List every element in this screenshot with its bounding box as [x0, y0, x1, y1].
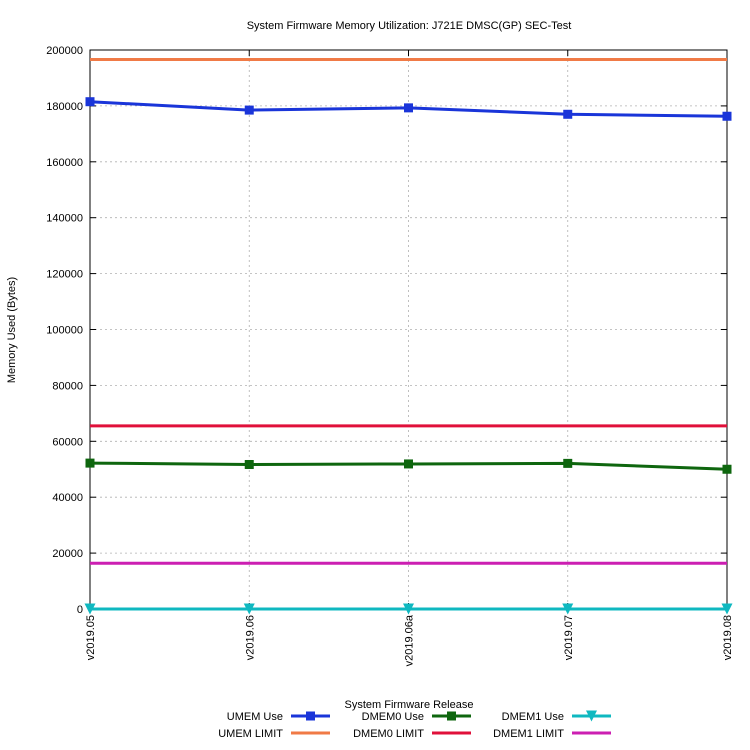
legend-item: DMEM1 Use: [502, 710, 611, 723]
data-point-marker: [84, 603, 96, 615]
x-tick-label: v2019.06a: [404, 614, 416, 666]
data-point-marker: [244, 105, 254, 115]
y-tick-label: 140000: [46, 213, 83, 225]
data-point-marker: [722, 464, 732, 474]
x-tick-label: v2019.06: [244, 615, 256, 660]
series-umem-use: [85, 97, 732, 121]
data-point-marker: [563, 458, 573, 468]
legend-label: DMEM0 LIMIT: [353, 728, 424, 740]
legend-item: DMEM0 Use: [362, 711, 471, 723]
data-point-marker: [403, 603, 414, 615]
data-point-marker: [721, 603, 733, 615]
y-tick-label: 100000: [46, 325, 83, 337]
y-tick-label: 80000: [52, 380, 83, 392]
y-tick-label: 180000: [46, 101, 83, 113]
data-point-marker: [85, 458, 95, 468]
data-point-marker: [586, 710, 597, 722]
x-tick-label: v2019.07: [563, 615, 575, 660]
data-point-marker: [404, 459, 413, 469]
data-point-marker: [722, 111, 732, 121]
y-tick-label: 0: [77, 604, 83, 616]
legend-label: DMEM1 LIMIT: [493, 728, 564, 740]
legend-label: UMEM LIMIT: [218, 728, 283, 740]
y-tick-label: 20000: [52, 548, 83, 560]
x-tick-label: v2019.08: [722, 615, 734, 660]
data-point-marker: [404, 103, 413, 113]
y-tick-label: 160000: [46, 157, 83, 169]
legend-label: DMEM0 Use: [362, 711, 424, 723]
y-tick-label: 200000: [46, 45, 83, 57]
series-dmem0-use: [85, 458, 732, 474]
legend-item: UMEM Use: [227, 711, 330, 723]
data-point-marker: [244, 459, 254, 469]
x-tick-label: v2019.05: [85, 615, 97, 660]
data-point-marker: [447, 711, 456, 721]
legend-item: DMEM0 LIMIT: [353, 728, 471, 740]
data-point-marker: [85, 97, 95, 107]
data-point-marker: [243, 603, 255, 615]
legend: UMEM Use DMEM0 Use DMEM1 Use UMEM LIMIT DMEM…: [218, 710, 611, 740]
y-tick-label: 40000: [52, 492, 83, 504]
grid-lines: [90, 50, 727, 609]
data-point-marker: [306, 711, 315, 721]
data-point-marker: [563, 109, 573, 119]
data-point-marker: [562, 603, 574, 615]
legend-item: UMEM LIMIT: [218, 728, 330, 740]
y-tick-label: 120000: [46, 269, 83, 281]
y-tick-label: 60000: [52, 436, 83, 448]
x-axis-label: System Firmware Release: [345, 699, 474, 711]
legend-item: DMEM1 LIMIT: [493, 728, 611, 740]
legend-label: UMEM Use: [227, 711, 283, 723]
chart-title: System Firmware Memory Utilization: J721…: [247, 20, 572, 32]
series-layer: [84, 57, 733, 615]
legend-label: DMEM1 Use: [502, 711, 564, 723]
series-dmem1-use: [84, 603, 733, 615]
y-axis-label: Memory Used (Bytes): [6, 277, 18, 383]
plot-frame: 0 20000 40000 60000 80000 100000 120000 140000 1…: [46, 45, 734, 666]
